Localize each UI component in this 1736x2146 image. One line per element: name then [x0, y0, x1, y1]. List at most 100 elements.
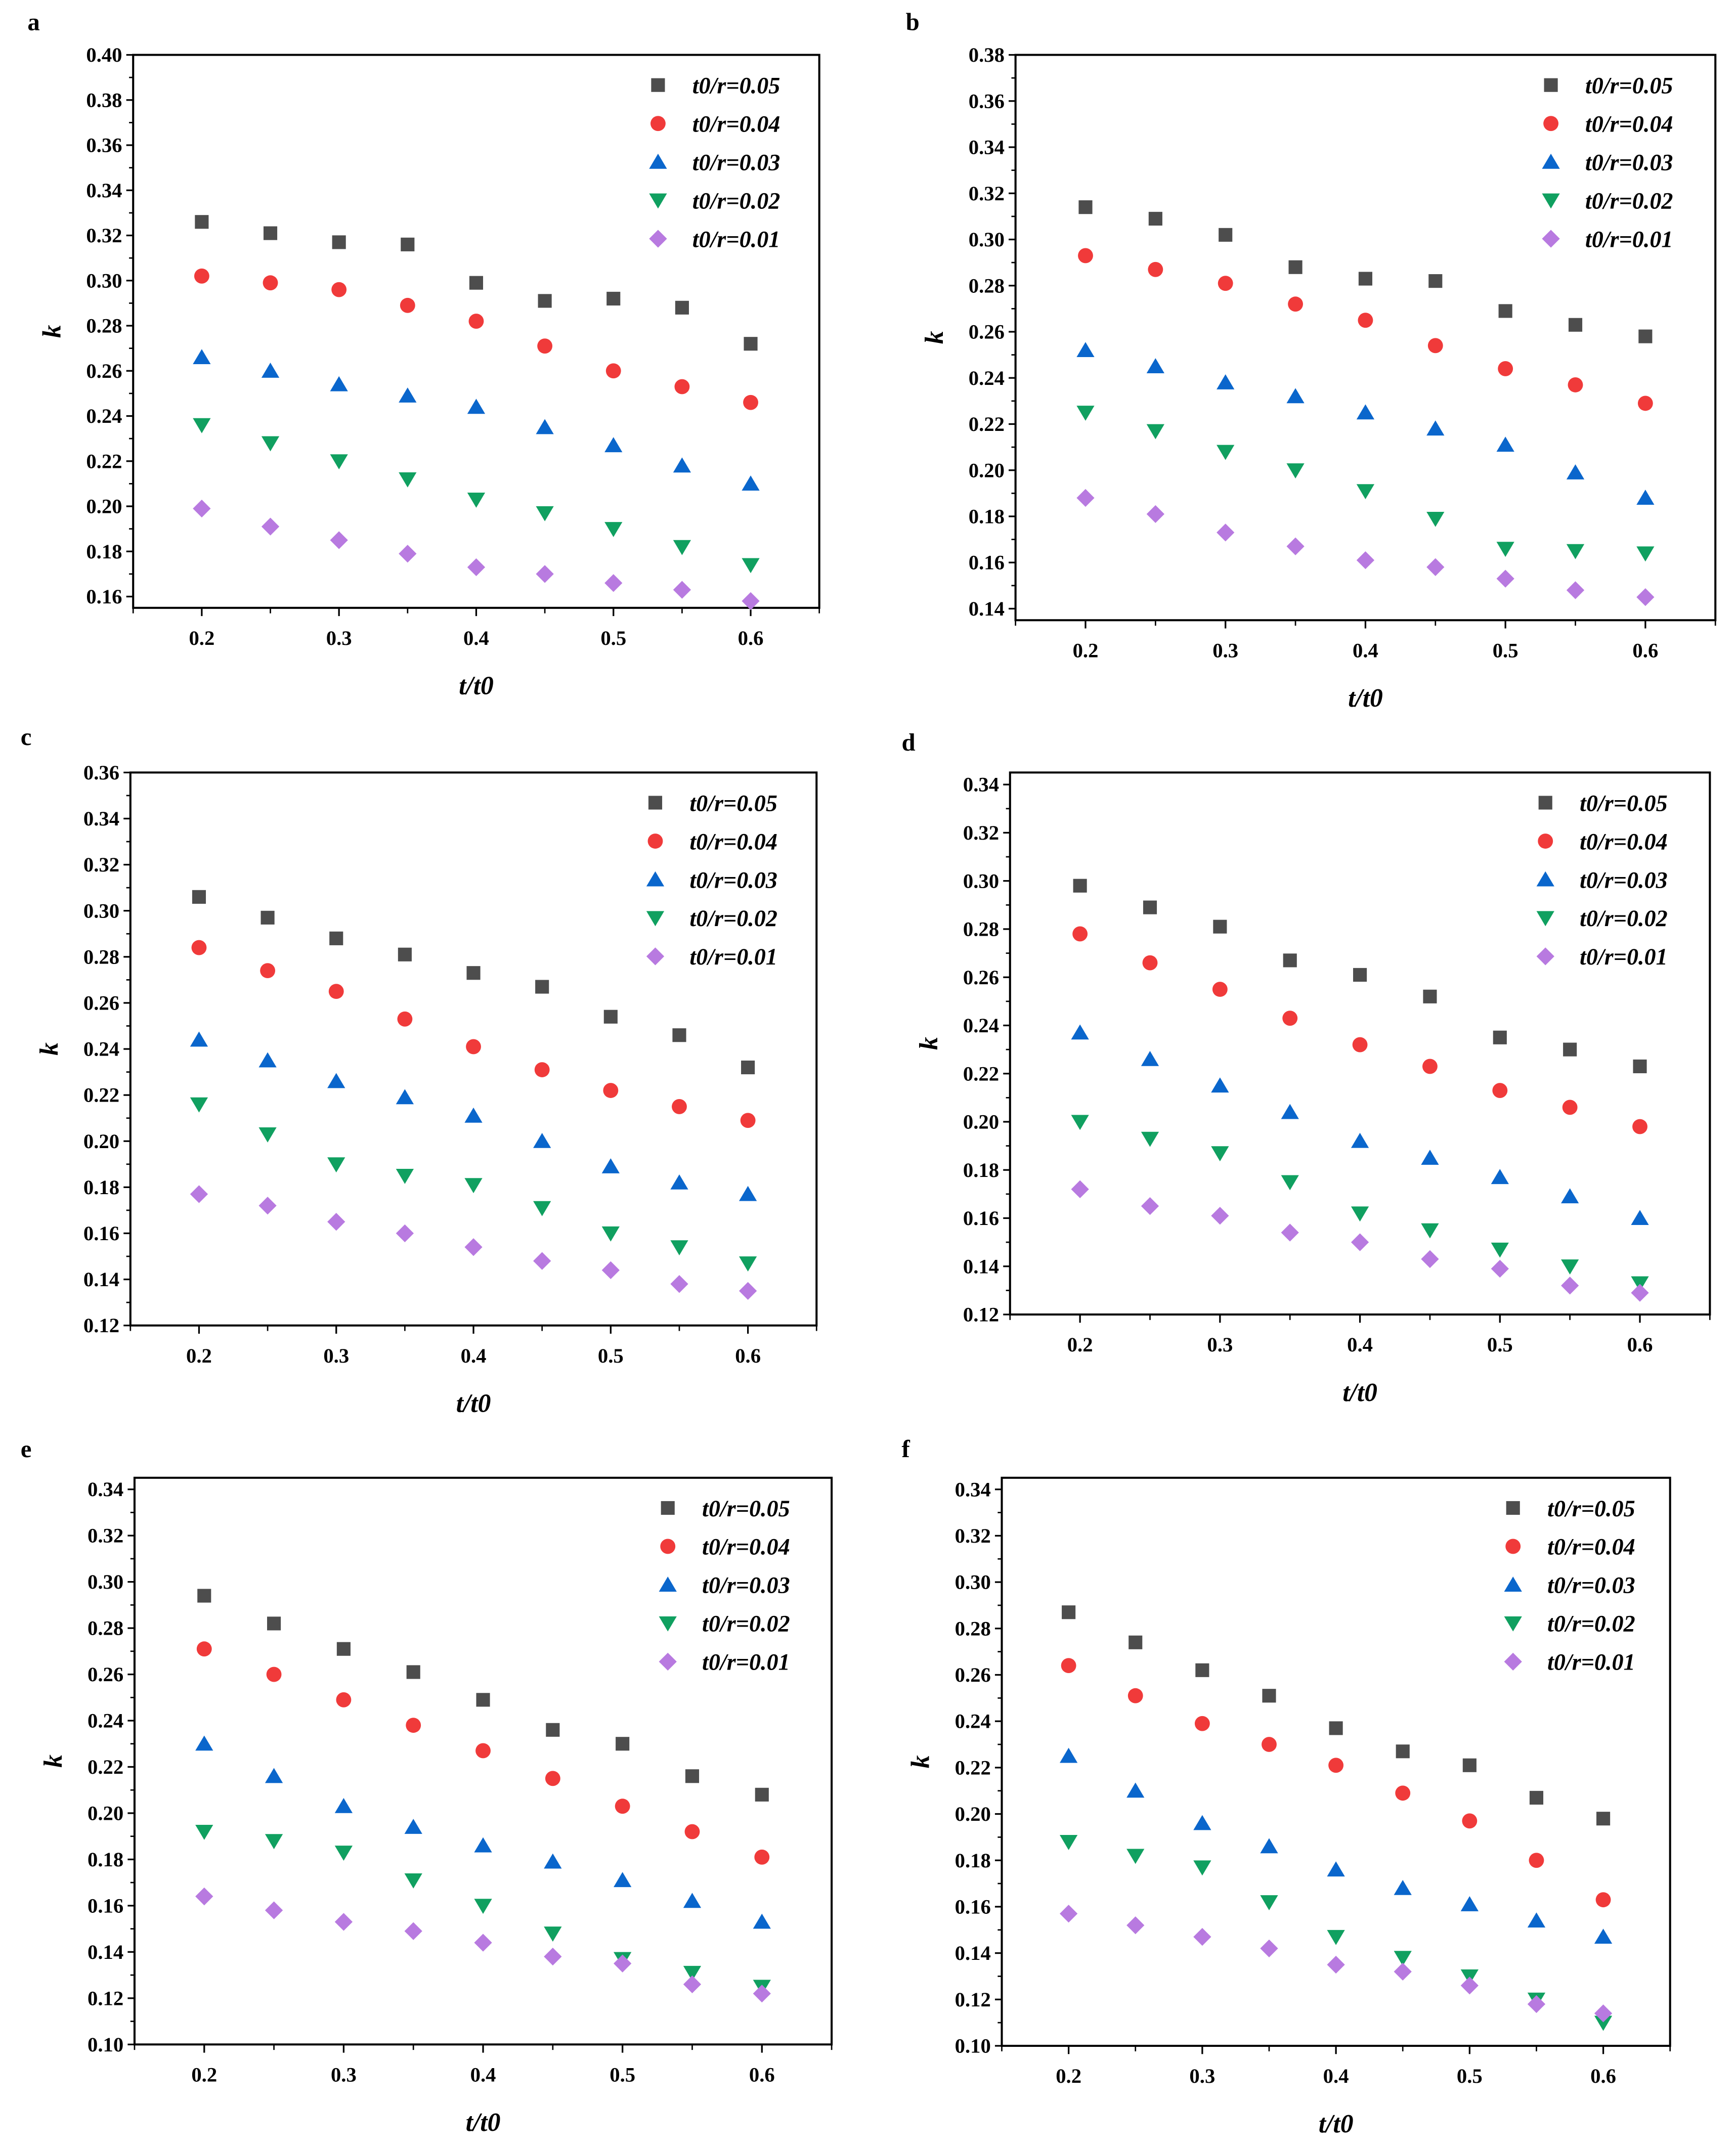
- data-point-t0-r-0.01: [1141, 1197, 1159, 1215]
- legend-marker: [649, 153, 667, 169]
- data-point-t0-r-0.03: [404, 1819, 422, 1834]
- panel-label: a: [27, 8, 39, 36]
- data-point-t0-r-0.02: [604, 522, 623, 537]
- y-tick-label: 0.24: [86, 405, 122, 427]
- data-point-t0-r-0.03: [1394, 1879, 1412, 1895]
- y-tick-label: 0.16: [969, 551, 1005, 574]
- legend-entry: t0/r=0.02: [689, 905, 777, 931]
- data-point-t0-r-0.02: [1566, 544, 1585, 559]
- data-point-t0-r-0.02: [1421, 1223, 1439, 1239]
- data-point-t0-r-0.02: [1059, 1834, 1078, 1850]
- data-point-t0-r-0.04: [1328, 1758, 1344, 1773]
- data-point-t0-r-0.05: [755, 1787, 769, 1802]
- y-axis-label: k: [920, 331, 949, 344]
- data-point-t0-r-0.04: [397, 1011, 413, 1027]
- data-point-t0-r-0.01: [1631, 1284, 1649, 1302]
- data-point-t0-r-0.03: [396, 1089, 414, 1105]
- data-point-t0-r-0.01: [670, 1275, 688, 1293]
- data-point-t0-r-0.01: [1561, 1277, 1579, 1295]
- y-axis-label: k: [35, 1042, 64, 1056]
- legend-entry: t0/r=0.05: [702, 1496, 790, 1521]
- data-point-t0-r-0.02: [1327, 1930, 1345, 1945]
- data-point-t0-r-0.02: [1126, 1849, 1145, 1864]
- legend-entry: t0/r=0.03: [1547, 1572, 1635, 1598]
- y-tick-label: 0.34: [955, 1478, 991, 1501]
- legend-marker: [1538, 834, 1553, 849]
- data-point-t0-r-0.03: [1356, 404, 1375, 420]
- data-point-t0-r-0.02: [544, 1926, 562, 1942]
- data-point-t0-r-0.03: [670, 1174, 688, 1190]
- x-tick-label: 0.5: [1457, 2065, 1483, 2087]
- y-tick-label: 0.10: [88, 2033, 123, 2056]
- x-tick-label: 0.5: [1493, 639, 1518, 662]
- data-point-t0-r-0.04: [537, 338, 553, 354]
- y-tick-label: 0.40: [86, 43, 122, 66]
- data-point-t0-r-0.01: [1394, 1962, 1412, 1981]
- data-point-t0-r-0.04: [1358, 313, 1373, 328]
- x-tick-label: 0.2: [186, 1344, 212, 1367]
- data-point-t0-r-0.05: [263, 226, 278, 240]
- legend-entry: t0/r=0.02: [1547, 1611, 1635, 1637]
- y-tick-label: 0.32: [88, 1524, 123, 1547]
- data-point-t0-r-0.01: [464, 1238, 483, 1256]
- legend-entry: t0/r=0.01: [1580, 944, 1668, 970]
- data-point-t0-r-0.03: [464, 1107, 483, 1123]
- legend-marker: [646, 947, 665, 966]
- data-point-t0-r-0.02: [404, 1873, 422, 1889]
- y-tick-label: 0.22: [969, 413, 1005, 435]
- legend-marker: [649, 230, 667, 248]
- data-point-t0-r-0.03: [1217, 374, 1235, 389]
- x-tick-label: 0.2: [1056, 2065, 1081, 2087]
- y-tick-label: 0.36: [83, 761, 119, 784]
- data-point-t0-r-0.05: [1219, 228, 1233, 242]
- y-tick-label: 0.26: [83, 991, 119, 1014]
- y-tick-label: 0.16: [963, 1207, 999, 1230]
- data-point-t0-r-0.03: [1351, 1132, 1369, 1148]
- data-point-t0-r-0.03: [1594, 1929, 1613, 1944]
- data-point-t0-r-0.04: [672, 1099, 687, 1114]
- data-point-t0-r-0.02: [739, 1256, 757, 1272]
- data-point-t0-r-0.02: [1561, 1259, 1579, 1275]
- y-tick-label: 0.20: [963, 1111, 999, 1133]
- data-point-t0-r-0.05: [535, 980, 549, 994]
- data-point-t0-r-0.03: [190, 1031, 208, 1047]
- data-point-t0-r-0.02: [601, 1226, 620, 1242]
- panel-label: b: [906, 8, 920, 36]
- data-point-t0-r-0.03: [265, 1768, 283, 1783]
- data-point-t0-r-0.04: [1462, 1813, 1478, 1829]
- data-point-t0-r-0.02: [1193, 1860, 1211, 1876]
- y-tick-label: 0.30: [963, 869, 999, 892]
- data-point-t0-r-0.01: [1421, 1250, 1439, 1268]
- y-tick-label: 0.30: [969, 228, 1005, 251]
- y-axis-label: k: [915, 1037, 943, 1050]
- y-tick-label: 0.14: [963, 1255, 999, 1278]
- y-tick-label: 0.32: [955, 1524, 991, 1547]
- data-point-t0-r-0.04: [603, 1083, 619, 1098]
- x-axis-label: t/t0: [466, 2108, 501, 2137]
- y-tick-label: 0.34: [86, 179, 122, 202]
- data-point-t0-r-0.05: [406, 1665, 420, 1679]
- x-tick-label: 0.2: [189, 627, 214, 649]
- x-tick-label: 0.3: [326, 627, 352, 649]
- data-point-t0-r-0.02: [1260, 1895, 1278, 1911]
- data-point-t0-r-0.02: [396, 1169, 414, 1184]
- data-point-t0-r-0.05: [1529, 1790, 1544, 1805]
- x-tick-label: 0.4: [1347, 1333, 1373, 1356]
- x-tick-label: 0.4: [470, 2063, 496, 2086]
- data-point-t0-r-0.05: [329, 931, 343, 945]
- data-point-t0-r-0.01: [604, 574, 623, 592]
- y-tick-label: 0.22: [83, 1084, 119, 1107]
- legend-marker: [1544, 78, 1558, 92]
- x-tick-label: 0.4: [463, 627, 489, 649]
- data-point-t0-r-0.04: [534, 1062, 550, 1077]
- legend-marker: [646, 911, 665, 927]
- y-tick-label: 0.18: [88, 1848, 123, 1871]
- data-point-t0-r-0.04: [1072, 926, 1088, 942]
- legend-marker: [659, 1652, 677, 1671]
- data-point-t0-r-0.04: [475, 1743, 491, 1759]
- legend-marker: [660, 1539, 676, 1554]
- y-tick-label: 0.32: [963, 821, 999, 844]
- data-point-t0-r-0.02: [474, 1899, 492, 1914]
- data-point-t0-r-0.02: [1636, 546, 1655, 562]
- y-tick-label: 0.20: [88, 1802, 123, 1824]
